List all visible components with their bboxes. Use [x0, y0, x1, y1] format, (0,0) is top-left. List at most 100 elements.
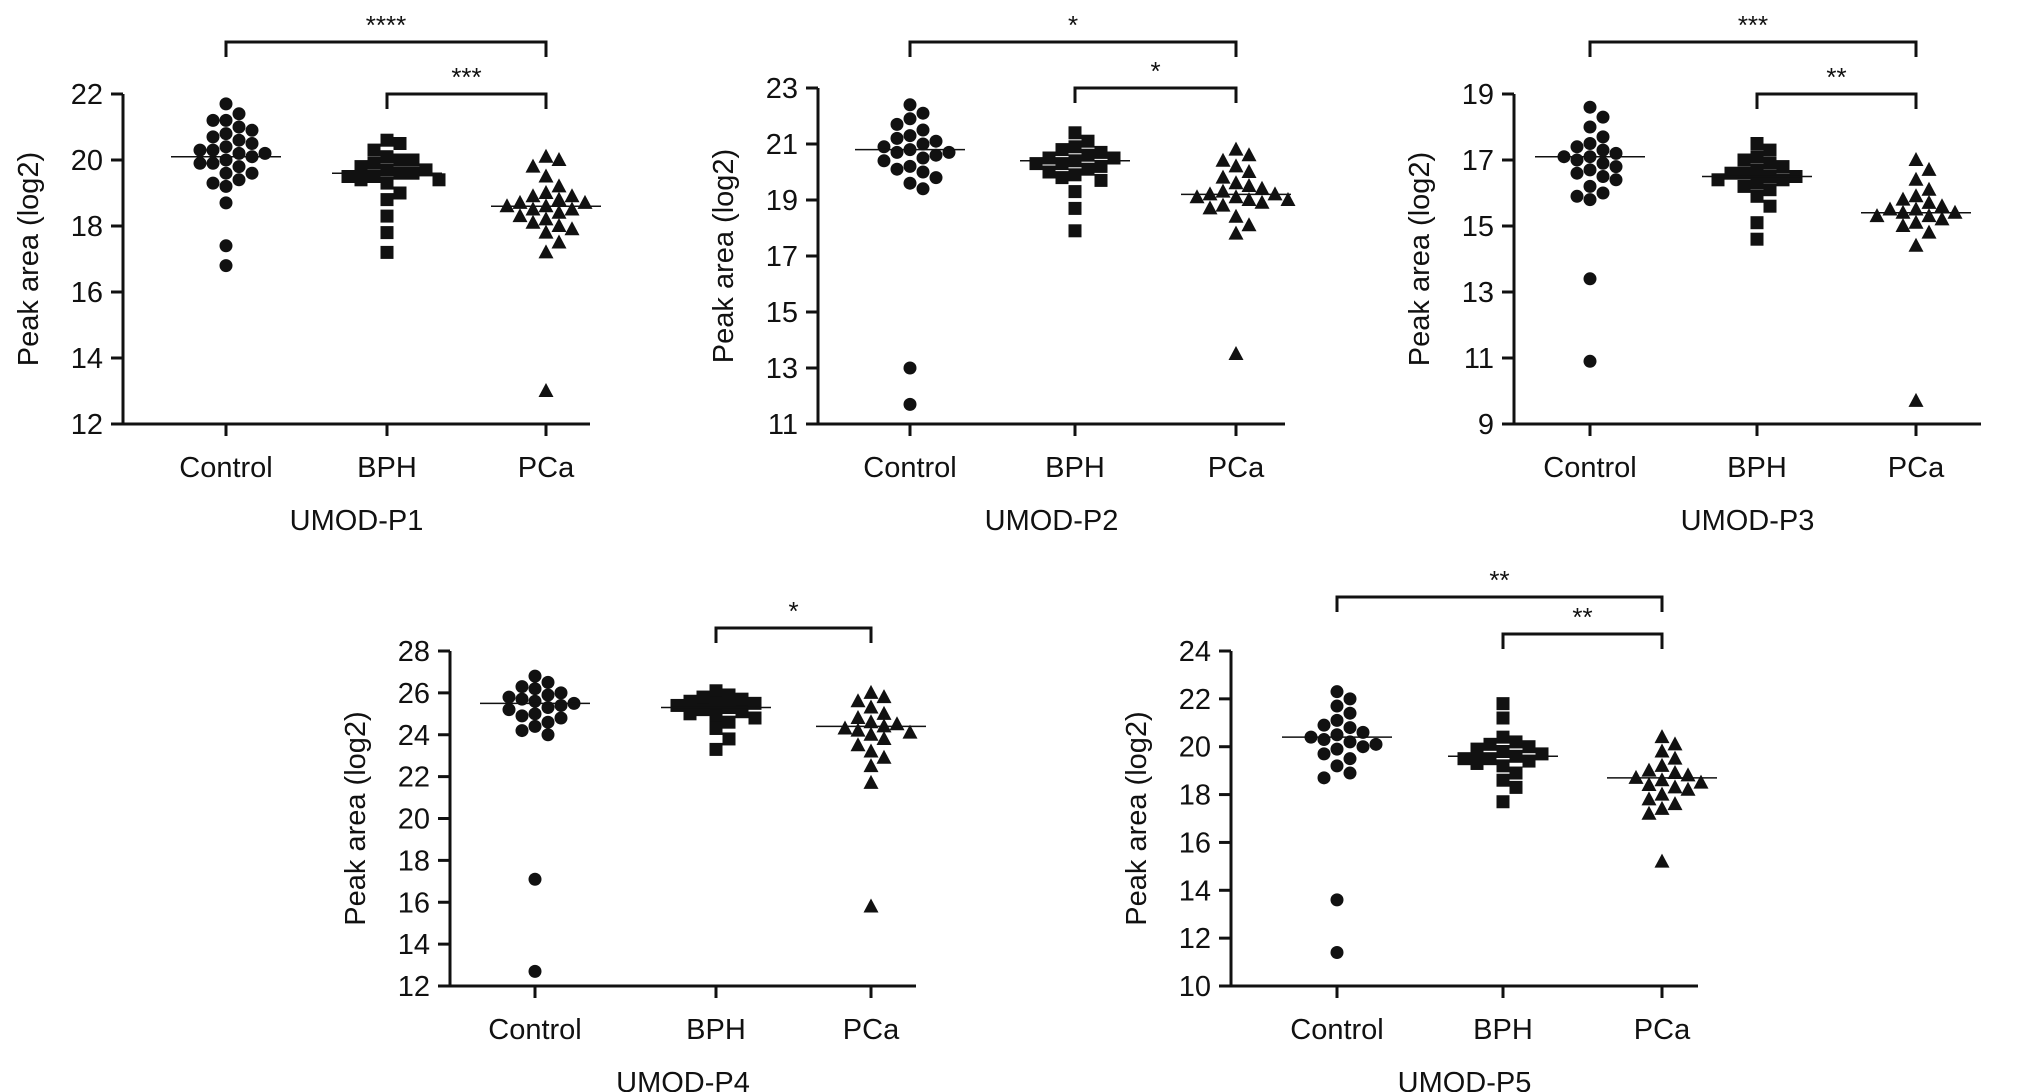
chart-panel-1: 12 14 16 18 20 22 Control BPH PCa UMOD-P1 Peak are… [13, 10, 601, 537]
data-point-square [1470, 742, 1484, 756]
data-point-triangle [1667, 750, 1683, 765]
data-point-square [380, 209, 394, 223]
data-point-circle [541, 728, 555, 742]
x-tick-label: Control [863, 452, 957, 484]
data-point-circle [1596, 110, 1610, 124]
data-point-square [735, 705, 749, 719]
y-tick-label: 12 [1179, 923, 1211, 955]
data-point-triangle [863, 684, 879, 699]
data-point-circle [1356, 740, 1370, 754]
data-point-triangle [512, 194, 528, 209]
x-tick-label: PCa [1634, 1014, 1691, 1046]
data-point-triangle [1895, 191, 1911, 206]
data-point-square [1068, 126, 1082, 140]
data-point-triangle [499, 198, 515, 213]
data-point-square [1081, 162, 1095, 176]
data-point-circle [929, 171, 943, 185]
data-point-triangle [1869, 208, 1885, 223]
data-point-triangle [1241, 164, 1257, 178]
x-tick-label: BPH [1045, 452, 1105, 484]
data-point-triangle [1934, 211, 1950, 226]
data-point-triangle [1908, 201, 1924, 216]
data-point-triangle [1908, 392, 1924, 407]
data-point-triangle [538, 198, 554, 213]
data-point-square [1055, 157, 1069, 171]
data-point-triangle [1241, 147, 1257, 162]
data-point-circle [1330, 713, 1344, 727]
data-point-circle [1317, 771, 1331, 785]
data-point-triangle [863, 714, 879, 729]
data-point-square [1509, 735, 1523, 749]
data-point-circle [232, 146, 246, 160]
y-tick-label: 14 [71, 343, 103, 375]
data-point-triangle [876, 705, 892, 720]
y-axis-title: Peak area (log2) [13, 152, 45, 366]
data-point-square [1522, 754, 1536, 768]
y-tick-label: 14 [1179, 875, 1211, 907]
data-point-triangle [1667, 765, 1683, 780]
data-point-circle [502, 690, 516, 704]
data-point-triangle [863, 898, 879, 913]
data-point-circle [219, 166, 233, 180]
data-point-circle [528, 694, 542, 708]
significance-label: * [1150, 56, 1160, 86]
data-point-triangle [863, 743, 879, 758]
data-point-square [380, 245, 394, 259]
data-point-square [354, 160, 368, 174]
y-tick-label: 17 [766, 241, 798, 273]
data-point-triangle [1654, 729, 1670, 744]
data-point-circle [1330, 759, 1344, 773]
data-point-triangle [863, 699, 879, 714]
data-point-triangle [1654, 786, 1670, 801]
data-point-triangle [1228, 225, 1244, 240]
x-tick-label: Control [488, 1014, 582, 1046]
data-point-circle [1343, 766, 1357, 780]
data-point-circle [219, 153, 233, 167]
data-point-triangle [525, 188, 541, 203]
x-tick-label: BPH [1727, 452, 1787, 484]
significance-bracket [908, 40, 1238, 57]
data-point-square [1496, 745, 1510, 758]
y-tick-label: 18 [71, 211, 103, 243]
data-point-circle [1583, 179, 1597, 193]
data-point-circle [232, 173, 246, 187]
data-point-circle [554, 686, 568, 700]
chart-panel-3: 9 11 13 15 17 19 Control BPH PCa UMOD-P3 Peak area… [1404, 10, 1981, 537]
data-point-triangle [1654, 800, 1670, 815]
data-point-circle [232, 133, 246, 147]
y-tick-label: 12 [398, 971, 430, 1003]
data-point-triangle [525, 201, 541, 216]
data-point-square [1094, 145, 1108, 159]
data-point-circle [916, 151, 930, 165]
data-point-circle [258, 146, 272, 160]
data-point-circle [1330, 728, 1344, 742]
data-point-circle [1583, 193, 1597, 207]
significance-label: ** [1489, 565, 1509, 595]
data-point-circle [942, 145, 956, 159]
data-point-square [1496, 795, 1510, 809]
data-point-triangle [551, 218, 567, 232]
data-point-triangle [902, 724, 918, 739]
data-point-square [1763, 156, 1777, 170]
data-point-circle [1583, 163, 1597, 177]
y-axis-title: Peak area (log2) [1404, 152, 1436, 366]
data-point-triangle [1267, 186, 1283, 201]
data-point-triangle [1280, 192, 1296, 206]
data-point-triangle [1908, 237, 1924, 252]
significance-bracket [1755, 92, 1918, 109]
significance-label: * [788, 596, 798, 626]
data-point-square [393, 153, 407, 167]
data-point-circle [515, 709, 529, 723]
y-tick-label: 19 [1462, 79, 1494, 111]
data-point-triangle [1693, 774, 1709, 789]
data-point-square [683, 707, 697, 721]
y-tick-label: 16 [398, 887, 430, 919]
data-point-triangle [525, 214, 541, 229]
data-point-triangle [850, 737, 866, 752]
data-point-circle [1596, 156, 1610, 170]
data-point-triangle [1215, 169, 1231, 184]
data-point-circle [929, 134, 943, 148]
data-point-square [722, 688, 736, 702]
x-axis-title: UMOD-P4 [616, 1067, 750, 1092]
data-point-circle [1343, 692, 1357, 706]
